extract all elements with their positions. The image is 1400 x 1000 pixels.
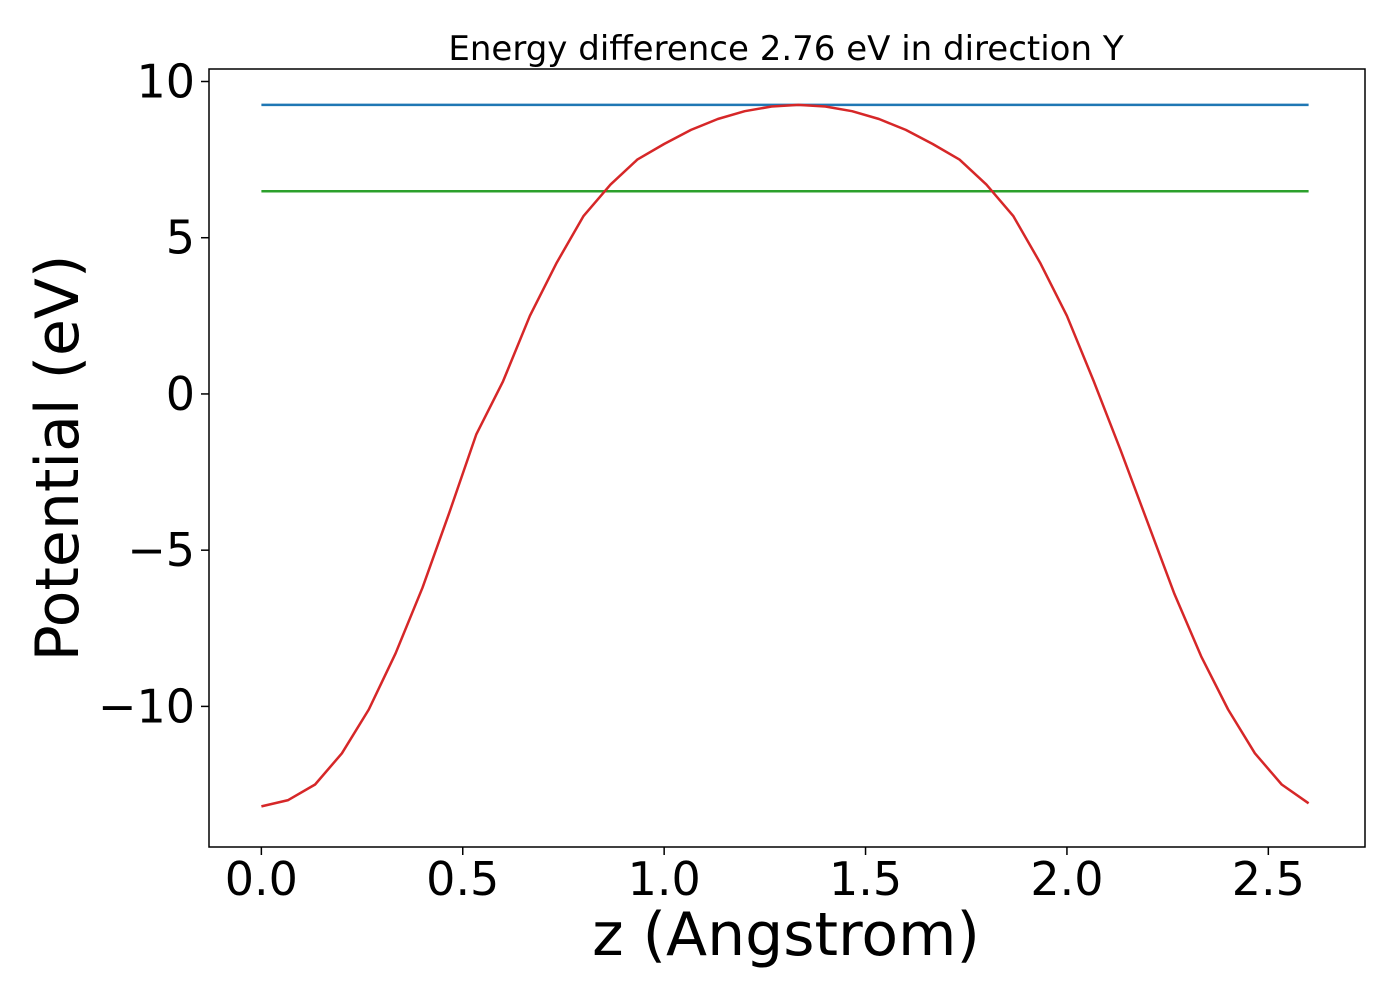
y-tick-label: 0	[166, 367, 195, 421]
plot-frame	[208, 68, 1366, 848]
x-tick-label: 1.0	[628, 852, 701, 906]
y-tick-label: 5	[166, 211, 195, 265]
chart-title: Energy difference 2.76 eV in direction Y	[448, 29, 1123, 69]
x-axis-label: z (Angstrom)	[592, 900, 980, 970]
y-axis: −10 −5 0 5 10	[98, 54, 209, 733]
y-axis-label: Potential (eV)	[23, 255, 93, 662]
x-tick-label: 0.0	[225, 852, 298, 906]
y-tick-label: −5	[127, 523, 195, 577]
x-axis: 0.0 0.5 1.0 1.5 2.0 2.5	[225, 847, 1305, 906]
x-tick-label: 2.0	[1030, 852, 1103, 906]
x-tick-label: 0.5	[426, 852, 499, 906]
y-tick-label: −10	[98, 679, 195, 733]
potential-line	[261, 103, 1310, 808]
plot-area	[261, 103, 1310, 808]
y-tick-label: 10	[136, 54, 195, 108]
x-tick-label: 1.5	[829, 852, 902, 906]
x-tick-label: 2.5	[1232, 852, 1305, 906]
